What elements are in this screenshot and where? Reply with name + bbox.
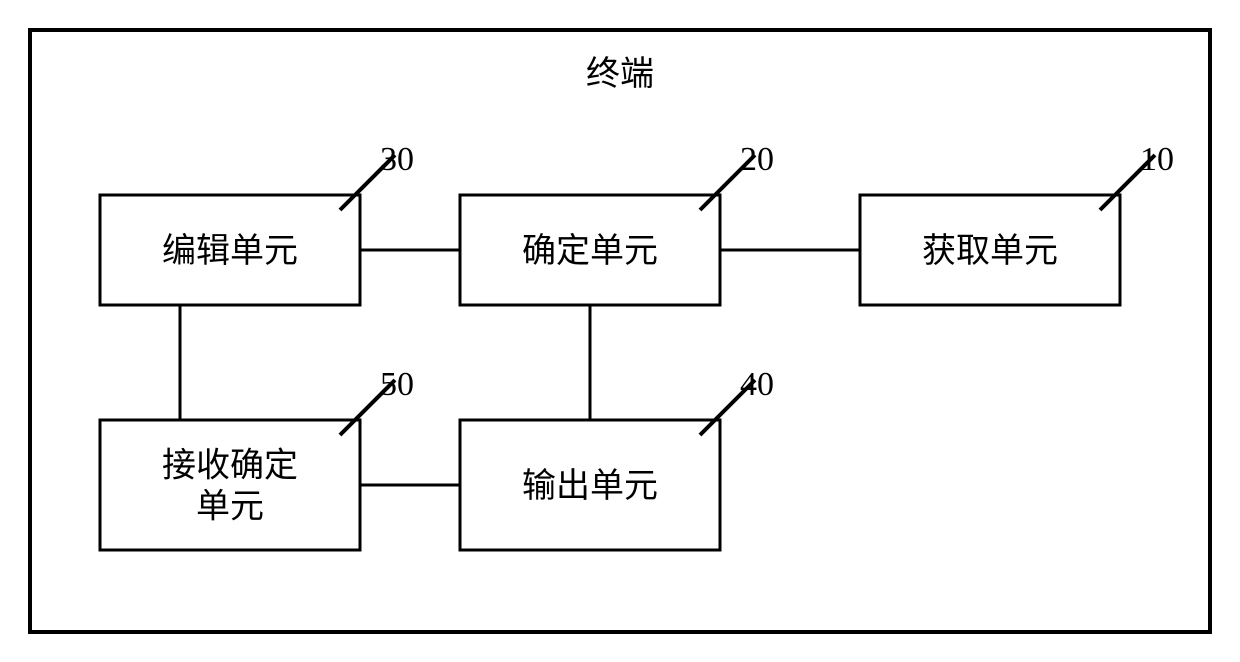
node-n10: 获取单元 10: [860, 141, 1174, 305]
node-label: 确定单元: [522, 232, 658, 270]
ref-number: 50: [380, 366, 414, 403]
nodes: 编辑单元 30 确定单元 20 获取单元 10 接收确定单元50 输出单元 40: [100, 141, 1174, 550]
node-label: 获取单元: [922, 232, 1058, 270]
node-box: [100, 420, 360, 550]
diagram-title: 终端: [586, 55, 654, 93]
node-label: 输出单元: [522, 467, 658, 505]
ref-number: 40: [740, 366, 774, 403]
node-n50: 接收确定单元50: [100, 366, 414, 550]
ref-number: 30: [380, 141, 414, 178]
node-label: 编辑单元: [162, 232, 298, 270]
ref-number: 20: [740, 141, 774, 178]
node-n20: 确定单元 20: [460, 141, 774, 305]
node-n40: 输出单元 40: [460, 366, 774, 550]
node-n30: 编辑单元 30: [100, 141, 414, 305]
ref-number: 10: [1140, 141, 1174, 178]
